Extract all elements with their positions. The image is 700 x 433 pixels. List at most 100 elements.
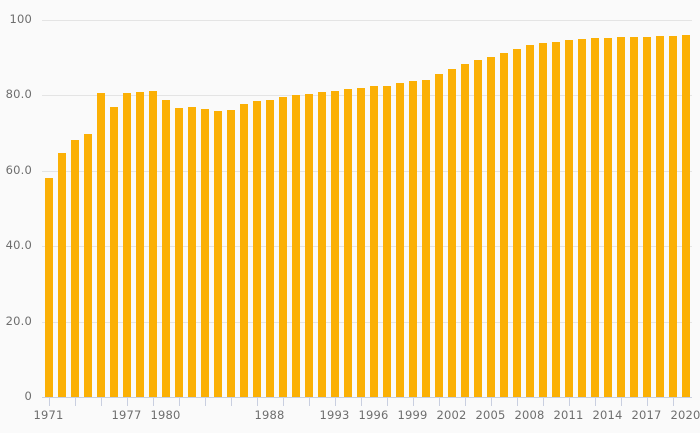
bar[interactable] [200, 109, 209, 397]
bar[interactable] [603, 37, 612, 397]
x-axis-tick-label: 2017 [631, 408, 662, 422]
bar[interactable] [629, 36, 638, 397]
y-axis-tick-label: 100 [9, 12, 32, 26]
bar[interactable] [395, 83, 404, 397]
bar[interactable] [356, 87, 365, 397]
bar[interactable] [317, 91, 326, 397]
bar[interactable] [668, 35, 677, 397]
bar[interactable] [564, 39, 573, 397]
bar[interactable] [616, 37, 625, 397]
x-axis-tick-label: 1977 [111, 408, 142, 422]
x-axis-tick [127, 397, 128, 406]
x-axis-tick-label: 1971 [33, 408, 64, 422]
x-axis-tick [335, 397, 336, 406]
gridline [42, 20, 692, 21]
x-axis-tick-label: 2020 [670, 408, 700, 422]
bar[interactable] [590, 38, 599, 397]
bar[interactable] [551, 41, 560, 397]
x-axis-tick [309, 397, 310, 406]
bar[interactable] [460, 63, 469, 397]
y-axis-tick-label: 0 [24, 389, 32, 403]
bar[interactable] [57, 152, 66, 397]
x-axis: 1971 1977 1980 1988 1993 1996 1999 2002 2005 2008… [33, 397, 700, 433]
bar[interactable] [135, 92, 144, 397]
bar[interactable] [83, 133, 92, 397]
bar[interactable] [161, 99, 170, 397]
x-axis-tick [49, 397, 50, 406]
x-axis-tick [153, 397, 154, 406]
bar[interactable] [239, 104, 248, 397]
bar[interactable] [421, 79, 430, 397]
bar[interactable] [304, 94, 313, 397]
x-axis-tick-label: 1988 [254, 408, 285, 422]
x-axis-tick-label: 1980 [150, 408, 181, 422]
bar[interactable] [577, 38, 586, 397]
x-axis-tick [387, 397, 388, 406]
bar[interactable] [473, 60, 482, 397]
x-axis-tick [205, 397, 206, 406]
bar[interactable] [330, 90, 339, 397]
bar[interactable] [187, 106, 196, 397]
bar[interactable] [343, 89, 352, 397]
bar[interactable] [525, 44, 534, 397]
bar[interactable] [486, 56, 495, 397]
x-axis-tick [647, 397, 648, 406]
bar[interactable] [265, 99, 274, 397]
bar[interactable] [512, 48, 521, 397]
gridline [42, 246, 692, 248]
x-axis-tick [673, 397, 674, 406]
bar[interactable] [291, 95, 300, 397]
x-axis-tick [491, 397, 492, 406]
x-axis-tick [439, 397, 440, 406]
bar[interactable] [213, 110, 222, 397]
gridline [42, 321, 692, 323]
x-axis-tick [75, 397, 76, 406]
bar[interactable] [44, 178, 53, 397]
x-axis-tick-label: 1999 [397, 408, 428, 422]
bar[interactable] [369, 86, 378, 397]
x-axis-tick [179, 397, 180, 406]
x-axis-tick-label: 2008 [514, 408, 545, 422]
bar[interactable] [174, 107, 183, 397]
plot-area [42, 20, 692, 398]
bar[interactable] [122, 92, 131, 397]
x-axis-tick [569, 397, 570, 406]
x-axis-tick-label: 2002 [436, 408, 467, 422]
bar[interactable] [408, 80, 417, 397]
x-axis-tick [283, 397, 284, 406]
x-axis-tick [231, 397, 232, 406]
bar[interactable] [226, 110, 235, 397]
bar[interactable] [499, 52, 508, 397]
x-axis-tick [621, 397, 622, 406]
bar[interactable] [642, 36, 651, 397]
gridline [42, 170, 692, 172]
x-axis-tick [361, 397, 362, 406]
x-axis-tick [517, 397, 518, 406]
bar[interactable] [382, 85, 391, 397]
x-axis-line [42, 397, 692, 398]
y-axis-tick-label: 20.0 [5, 313, 32, 328]
bar[interactable] [109, 107, 118, 397]
x-axis-tick-label: 2011 [553, 408, 584, 422]
x-axis-tick-label: 2014 [592, 408, 623, 422]
x-axis-tick [595, 397, 596, 406]
x-axis-tick [101, 397, 102, 406]
bar[interactable] [70, 139, 79, 397]
y-axis-tick-label: 80.0 [5, 87, 32, 102]
y-axis-tick-label: 60.0 [5, 162, 32, 177]
x-axis-tick [257, 397, 258, 406]
bar[interactable] [655, 36, 664, 397]
bar[interactable] [538, 42, 547, 397]
x-axis-tick-label: 1993 [319, 408, 350, 422]
bar[interactable] [447, 69, 456, 397]
bar[interactable] [278, 96, 287, 397]
bar[interactable] [681, 35, 690, 397]
bar[interactable] [96, 92, 105, 397]
x-axis-tick [543, 397, 544, 406]
gridline [42, 95, 692, 97]
bar[interactable] [252, 100, 261, 397]
x-axis-tick [465, 397, 466, 406]
bar[interactable] [148, 90, 157, 397]
bar[interactable] [434, 73, 443, 397]
